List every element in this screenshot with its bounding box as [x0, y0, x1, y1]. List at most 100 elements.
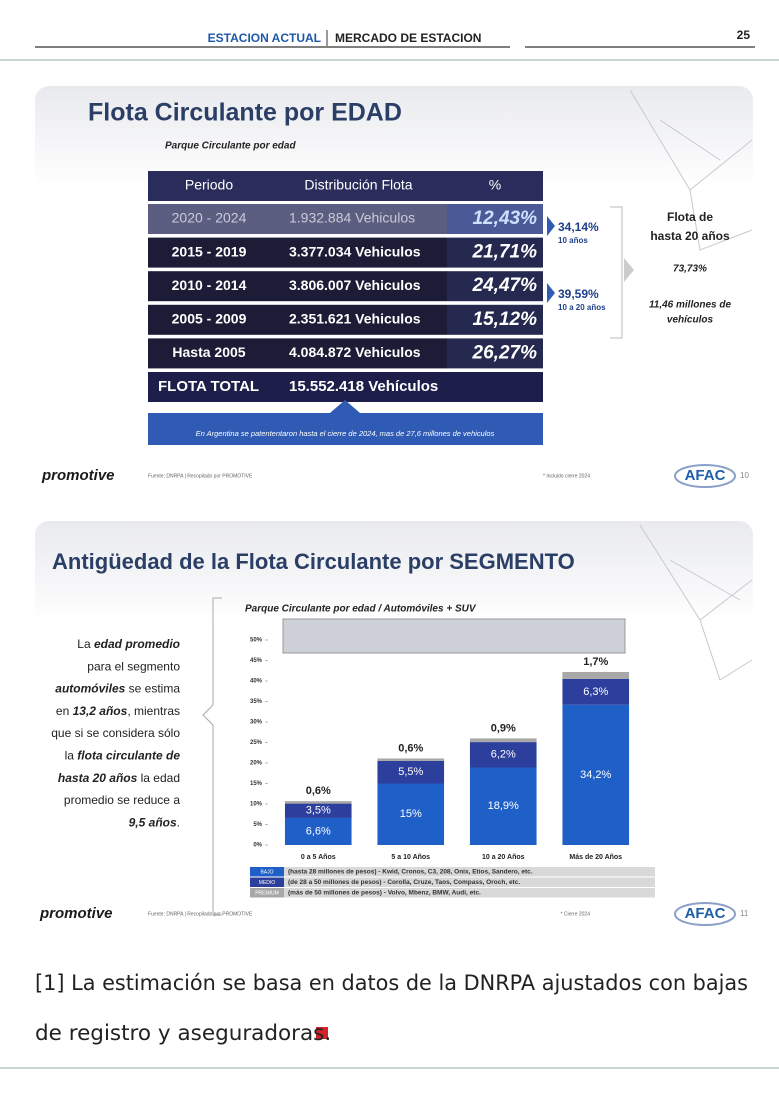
- y-tick-label: 25%: [250, 740, 263, 746]
- bar-segment: [562, 678, 630, 705]
- banner-text: En Argentina se patententaron hasta el c…: [196, 429, 495, 438]
- table-cell: 4.084.872 Vehiculos: [289, 344, 421, 360]
- value-label: 0,6%: [306, 785, 331, 797]
- legend-swatch: [250, 888, 284, 898]
- intro-segment: La: [77, 637, 94, 651]
- summary-text: Flota de: [667, 210, 713, 224]
- intro-segment: 9,5 años: [129, 816, 177, 830]
- x-tick-label: 5 a 10 Años: [391, 854, 430, 861]
- table-cell: 24,47%: [472, 275, 538, 296]
- intro-segment: la edad: [137, 771, 180, 785]
- table-header: Periodo: [185, 177, 233, 193]
- value-label: 5,5%: [398, 766, 423, 778]
- brand-logo: promotive: [41, 467, 115, 484]
- intro-segment: promedio se reduce a: [64, 793, 180, 807]
- value-label: 6,2%: [491, 749, 516, 761]
- table-pct-bg: [447, 304, 543, 335]
- table-cell: 2015 - 2019: [172, 243, 247, 259]
- bar-segment: [377, 783, 445, 845]
- intro-text: la flota circulante de: [65, 749, 181, 763]
- legend-name: PREMIUM: [255, 890, 279, 896]
- bar-segment: [469, 767, 537, 845]
- table-row-bg: [148, 204, 447, 234]
- table-cell: 26,27%: [472, 342, 538, 363]
- table-cell: 15,12%: [473, 309, 538, 330]
- intro-segment: hasta 20 años: [58, 771, 138, 785]
- table-header: %: [489, 177, 501, 193]
- banner-bg: [148, 413, 543, 445]
- table-cell: Hasta 2005: [172, 344, 245, 360]
- table-cell: 3.377.034 Vehiculos: [289, 243, 421, 259]
- table-cell: 12,43%: [473, 208, 538, 229]
- intro-text: promedio se reduce a: [64, 793, 180, 807]
- intro-segment: , mientras: [127, 704, 180, 718]
- group-label: 10 años: [558, 236, 588, 245]
- intro-segment: en: [56, 704, 73, 718]
- value-label: 18,9%: [488, 800, 519, 812]
- y-tick-label: 35%: [250, 699, 263, 705]
- legend-name: MEDIO: [259, 880, 276, 886]
- bar-segment: [377, 758, 445, 761]
- table-cell: 3.806.007 Vehiculos: [289, 277, 421, 293]
- bar-segment: [469, 738, 537, 743]
- legend-swatch: [250, 877, 284, 887]
- table-cell: 2.351.621 Vehiculos: [289, 311, 421, 327]
- slide-title: Antigüedad de la Flota Circulante por SE…: [52, 549, 575, 574]
- bar-segment: [562, 704, 630, 845]
- y-tick-label: 45%: [250, 658, 263, 664]
- legend-swatch: [250, 867, 284, 877]
- table-cell: 1.932.884 Vehiculos: [289, 210, 415, 226]
- table-row-bg: [148, 338, 447, 369]
- intro-segment: flota circulante de: [77, 749, 180, 763]
- value-label: 3,5%: [306, 805, 331, 817]
- afac-logo: AFAC: [685, 905, 726, 922]
- intro-segment: 13,2 años: [73, 704, 128, 718]
- intro-text: hasta 20 años la edad: [58, 771, 180, 785]
- table-pct-bg: [447, 204, 543, 234]
- table-row-bg: [148, 271, 447, 302]
- intro-segment: que si se considera sólo: [51, 726, 180, 740]
- table-row-bg: [148, 304, 447, 335]
- summary-bracket: [610, 206, 623, 339]
- y-tick-label: 20%: [250, 761, 263, 767]
- end-mark: [316, 1027, 328, 1039]
- y-tick-label: 30%: [250, 720, 263, 726]
- source-note: Fuente: DNRPA | Recopilado por PROMOTIVE: [148, 911, 253, 917]
- table-cell: 15.552.418 Vehículos: [289, 378, 438, 395]
- legend-band: [250, 877, 655, 887]
- y-tick-label: 0%: [253, 843, 262, 849]
- table-pct-bg: [447, 271, 543, 302]
- footnote: [1] La estimación se basa en datos de la…: [35, 971, 748, 996]
- table-pct-bg: [447, 237, 543, 268]
- group-value: 39,59%: [558, 287, 599, 301]
- bar-segment: [469, 742, 537, 768]
- group-value: 34,14%: [558, 220, 599, 234]
- value-label: 0,6%: [398, 742, 423, 754]
- y-tick-label: 10%: [250, 802, 263, 808]
- group-label: 10 a 20 años: [558, 303, 606, 312]
- chart-title: Parque Circulante por edad / Automóviles…: [245, 604, 477, 615]
- intro-segment: para el segmento: [87, 659, 180, 673]
- logo-ring: [674, 902, 736, 926]
- y-tick-label: 50%: [250, 638, 263, 644]
- summary-text: 73,73%: [673, 264, 707, 275]
- table-header-bg: [148, 171, 543, 201]
- x-tick-label: Más de 20 Años: [569, 854, 622, 861]
- total-row-bg: [148, 372, 543, 402]
- network-decoration: [629, 89, 753, 681]
- table-header: Distribución Flota: [304, 177, 412, 193]
- bar-segment: [377, 760, 445, 784]
- intro-segment: edad promedio: [94, 637, 180, 651]
- bar-segment: [284, 803, 352, 818]
- value-label: 34,2%: [580, 769, 611, 781]
- footnote: de registro y aseguradoras.: [35, 1021, 331, 1046]
- group-arrow: [547, 283, 555, 303]
- y-tick-label: 15%: [250, 781, 263, 787]
- table-cell: 2005 - 2009: [172, 311, 247, 327]
- afac-logo: AFAC: [685, 467, 726, 484]
- page-number: 25: [737, 28, 751, 42]
- legend-description: (más de 50 millones de pesos) - Volvo, M…: [288, 890, 481, 897]
- legend-band: [250, 888, 655, 898]
- intro-segment: .: [177, 816, 180, 830]
- slide-subtitle: Parque Circulante por edad: [165, 141, 296, 152]
